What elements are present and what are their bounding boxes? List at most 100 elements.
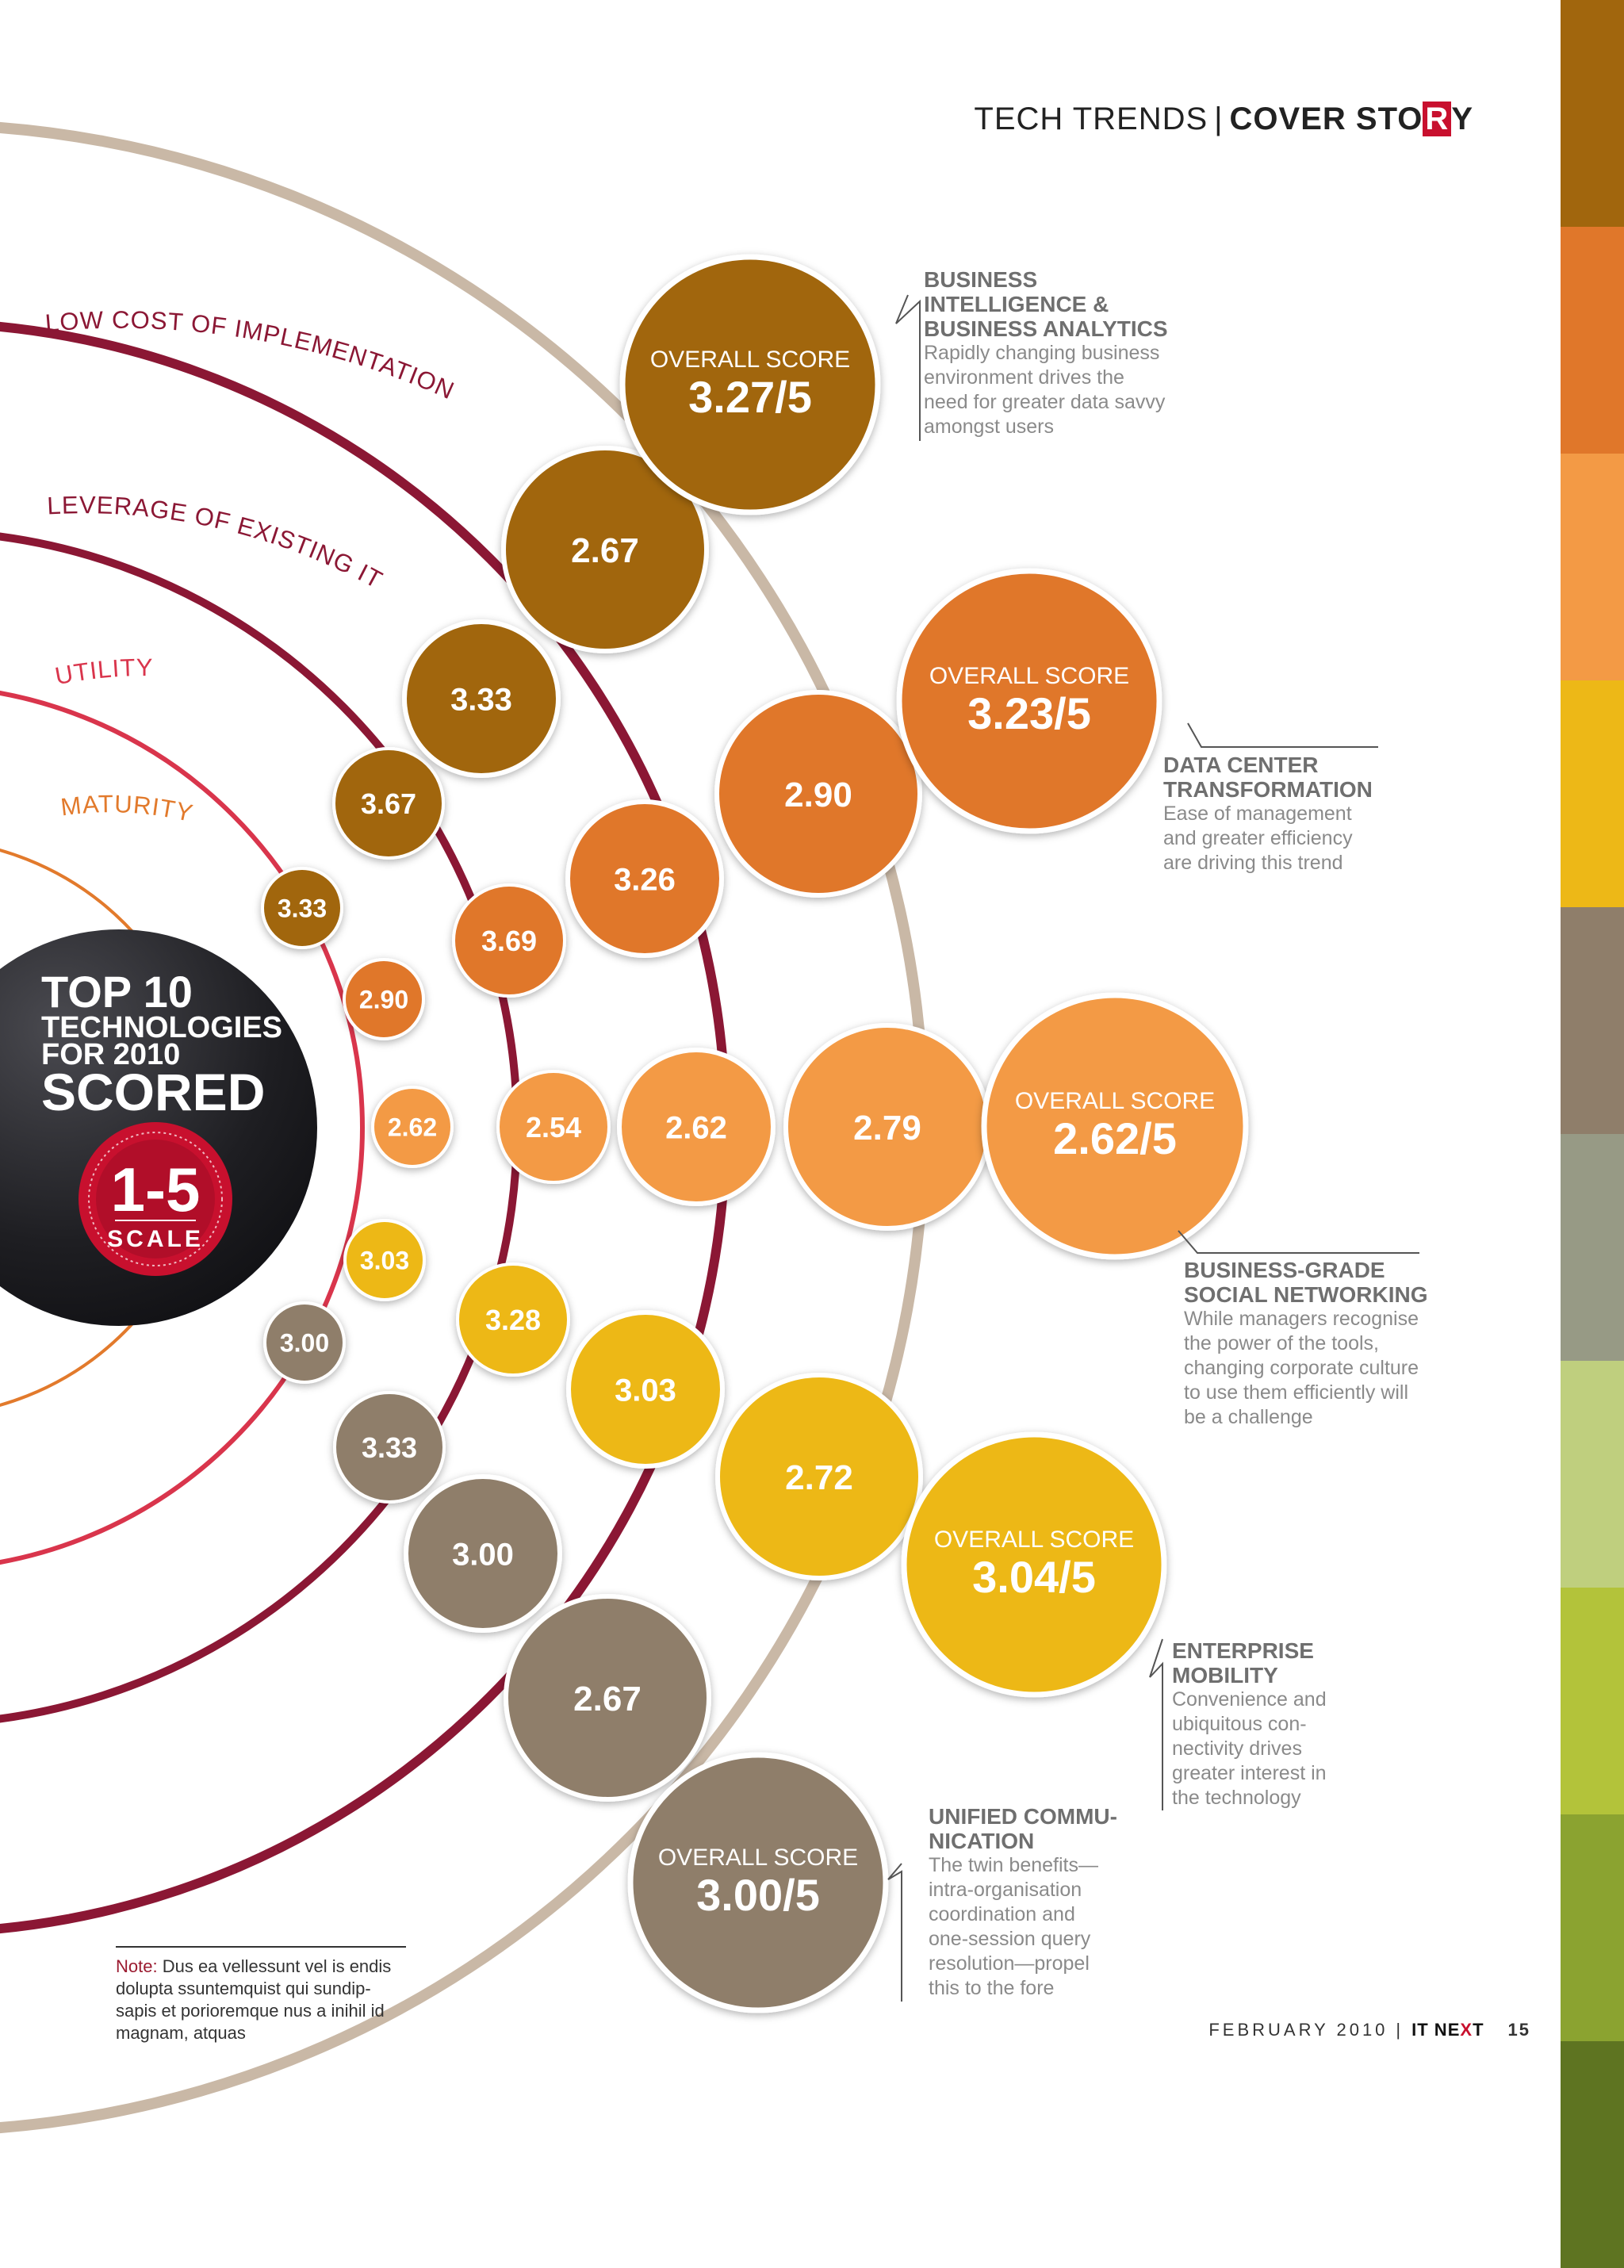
page-number: 15	[1507, 2020, 1530, 2040]
overall-score-value: 2.62/5	[1053, 1113, 1177, 1163]
callout-social: BUSINESS-GRADE SOCIAL NETWORKING While ma…	[1184, 1258, 1469, 1430]
score-value: 2.72	[785, 1458, 853, 1497]
footnote: Note: Dus ea vellessunt vel is endis dol…	[116, 1946, 406, 2044]
score-bubble-bi-utility: 3.67	[332, 747, 445, 860]
scale-label: SCALE	[107, 1226, 204, 1252]
overall-score-label: OVERALL SCORE	[929, 663, 1129, 689]
arc-label-leverage: LEVERAGE OF EXISTING IT	[47, 491, 388, 594]
score-value: 2.62	[665, 1110, 727, 1145]
callout-bi: BUSINESS INTELLIGENCE & BUSINESS ANALYTICS…	[924, 267, 1193, 439]
score-value: 3.33	[362, 1431, 417, 1464]
score-bubble-dc-low-cost: 2.90	[714, 690, 922, 898]
score-value: 2.90	[359, 986, 408, 1014]
header-separator: |	[1214, 102, 1224, 136]
score-bubble-mobility-maturity: 3.03	[343, 1219, 426, 1301]
score-value: 3.00	[280, 1329, 329, 1358]
color-strip	[1561, 0, 1624, 2268]
score-value: 3.33	[278, 895, 327, 923]
callout-social-title: BUSINESS-GRADE SOCIAL NETWORKING	[1184, 1258, 1428, 1307]
score-bubble-uc-leverage: 3.00	[404, 1474, 562, 1633]
score-value: 2.90	[784, 776, 852, 814]
callout-mobility-title: ENTERPRISE MOBILITY	[1172, 1638, 1314, 1688]
utility-arc	[0, 691, 365, 1565]
callout-dc-desc: Ease of management and greater efficienc…	[1163, 803, 1353, 874]
score-bubble-bi-maturity: 3.33	[261, 867, 343, 949]
color-strip-segment	[1561, 907, 1624, 1134]
score-bubble-mobility-utility: 3.28	[456, 1262, 570, 1377]
score-bubble-uc-low-cost: 2.67	[504, 1594, 711, 1802]
callout-line-mobility	[1149, 1638, 1163, 1810]
score-value: 3.26	[614, 862, 676, 897]
callout-mobility: ENTERPRISE MOBILITY Convenience and ubiqu…	[1172, 1638, 1410, 1810]
overall-score-label: OVERALL SCORE	[658, 1845, 858, 1871]
callout-dc-title: DATA CENTER TRANSFORMATION	[1163, 753, 1373, 802]
score-bubble-uc-maturity: 3.00	[263, 1301, 346, 1384]
badge-line-for2010: FOR 2010	[41, 1038, 180, 1071]
score-bubble-dc-utility: 3.69	[452, 883, 566, 998]
overall-score-value: 3.23/5	[967, 688, 1091, 738]
scale-seal: 1-5 SCALE	[79, 1122, 232, 1276]
color-strip-segment	[1561, 1814, 1624, 2041]
overall-score-value: 3.00/5	[696, 1870, 820, 1920]
callout-uc: UNIFIED COMMU- NICATION The twin benefits…	[929, 1804, 1182, 2001]
score-bubble-uc-utility: 3.33	[333, 1391, 446, 1504]
callout-social-desc: While managers recognise the power of th…	[1184, 1308, 1419, 1428]
magazine-brand: IT NEXT	[1411, 2020, 1484, 2040]
arc-label-utility: UTILITY	[53, 653, 154, 690]
callout-mobility-desc: Convenience and ubiquitous con- nectivit…	[1172, 1688, 1327, 1809]
color-strip-segment	[1561, 680, 1624, 907]
score-bubble-mobility-low-cost: 2.72	[715, 1373, 923, 1580]
page-header: TECH TRENDS | COVER STORY	[974, 102, 1473, 137]
scale-value: 1-5	[111, 1155, 201, 1224]
score-value: 3.00	[452, 1537, 514, 1572]
badge-line-top10: TOP 10	[41, 967, 193, 1017]
score-bubble-bi-low-cost: 2.67	[501, 446, 709, 653]
arc-label-maturity: MATURITY	[59, 790, 196, 827]
score-value: 2.67	[571, 531, 639, 570]
overall-score-value: 3.04/5	[972, 1552, 1096, 1602]
color-strip-segment	[1561, 1361, 1624, 1588]
footnote-text: Dus ea vellessunt vel is endis dolupta s…	[116, 1956, 392, 2043]
color-strip-segment	[1561, 227, 1624, 454]
cover-story-label: COVER STORY	[1229, 102, 1473, 136]
callout-bi-title: BUSINESS INTELLIGENCE & BUSINESS ANALYTICS	[924, 267, 1168, 341]
overall-score-value: 3.27/5	[688, 372, 812, 422]
score-value: 2.62	[388, 1113, 437, 1142]
score-value: 2.67	[573, 1680, 642, 1718]
overall-score-label: OVERALL SCORE	[1015, 1088, 1215, 1114]
callout-bi-desc: Rapidly changing business environment dr…	[924, 342, 1166, 438]
issue-date: FEBRUARY 2010	[1208, 2020, 1388, 2040]
score-value: 2.54	[526, 1111, 581, 1144]
callout-uc-title: UNIFIED COMMU- NICATION	[929, 1804, 1117, 1853]
score-bubble-social-maturity: 2.62	[371, 1086, 454, 1168]
score-bubble-social-low-cost: 2.79	[783, 1023, 991, 1231]
color-strip-segment	[1561, 2041, 1624, 2268]
overall-score-label: OVERALL SCORE	[650, 347, 850, 373]
color-strip-segment	[1561, 1588, 1624, 1814]
score-bubble-bi-leverage: 3.33	[402, 619, 561, 778]
score-value: 3.67	[361, 787, 416, 820]
score-value: 3.03	[360, 1247, 409, 1275]
color-strip-segment	[1561, 454, 1624, 680]
footnote-label: Note:	[116, 1956, 158, 1976]
score-bubble-social-utility: 2.54	[496, 1070, 611, 1184]
color-strip-segment	[1561, 0, 1624, 227]
score-value: 3.03	[615, 1373, 676, 1408]
score-bubble-mobility-leverage: 3.03	[566, 1310, 725, 1469]
score-value: 3.33	[450, 682, 512, 717]
footer-separator: |	[1396, 2020, 1404, 2040]
callout-line-bi	[895, 294, 921, 441]
page-footer: FEBRUARY 2010 | IT NEXT 15	[1208, 2020, 1530, 2040]
callout-line-social	[1178, 1230, 1419, 1254]
callout-uc-desc: The twin benefits— intra-organisation co…	[929, 1854, 1098, 1999]
section-name: TECH TRENDS	[974, 102, 1208, 136]
technology-score-diagram: LOW COST OF IMPLEMENTATION LEVERAGE OF E…	[0, 122, 1419, 2133]
score-bubble-dc-maturity: 2.90	[343, 958, 425, 1040]
callout-dc: DATA CENTER TRANSFORMATION Ease of manage…	[1163, 753, 1417, 875]
callout-line-uc	[887, 1863, 902, 2002]
